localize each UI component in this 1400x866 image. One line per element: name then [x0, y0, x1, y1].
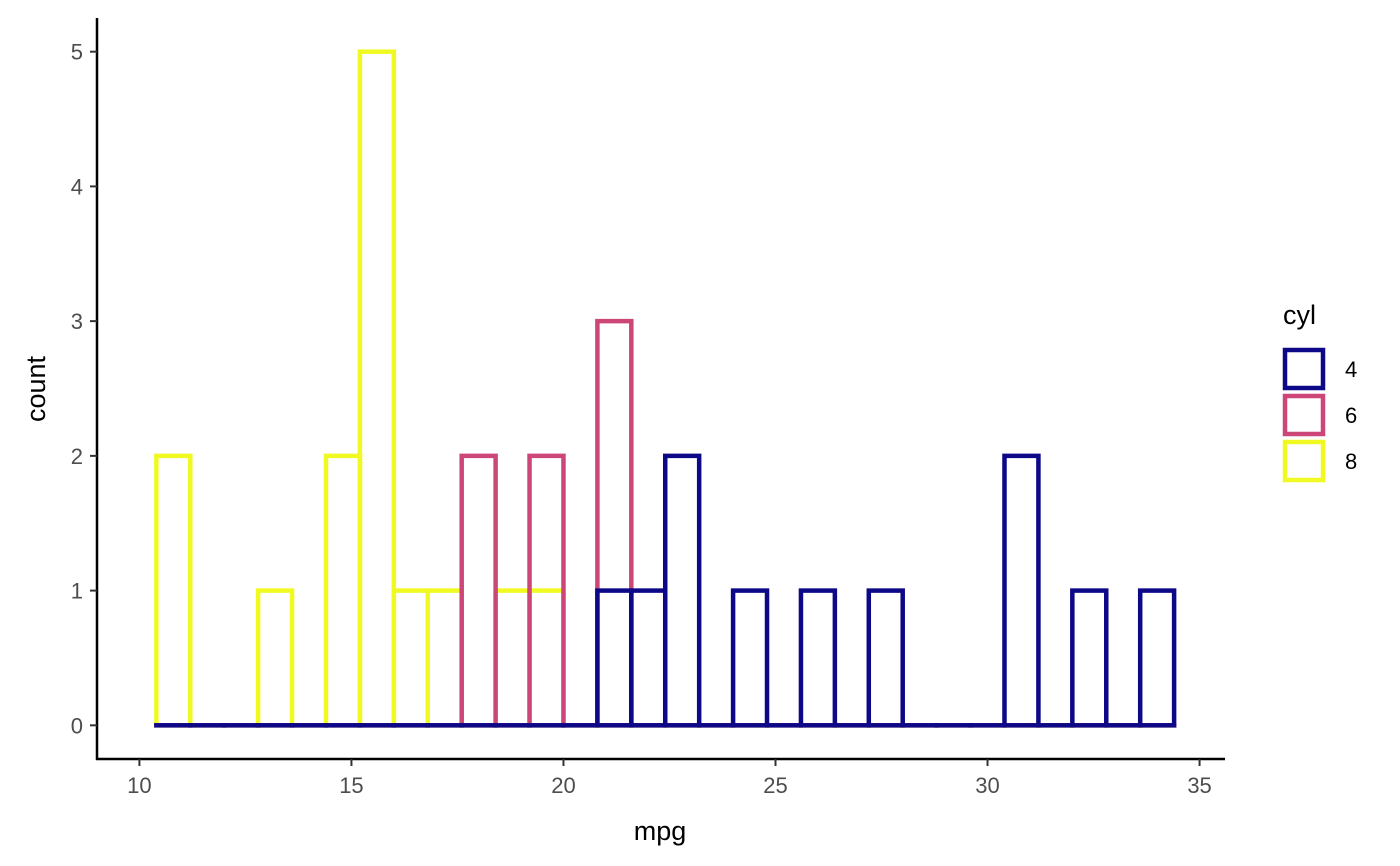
bar-cyl8-bin-5: [323, 453, 363, 728]
axes-layer: [95, 18, 1225, 761]
bars-layer: [154, 49, 1177, 728]
bar-cyl4-bin-25: [1002, 453, 1041, 728]
bar-cyl4-bin-27: [1070, 588, 1109, 728]
y-tick-label: 3: [71, 309, 83, 334]
bar-cyl8-bin-3: [255, 588, 295, 728]
bar-cyl4-bin-29: [1137, 588, 1177, 728]
x-tick-label: 30: [975, 773, 999, 798]
x-tick-label: 20: [551, 773, 575, 798]
legend-label-cyl8: 8: [1345, 449, 1357, 474]
legend-key-cyl8: [1282, 439, 1326, 483]
bar-cyl4-bin-17: [730, 588, 770, 728]
series-4-bars: [154, 453, 1177, 728]
x-tick-label: 35: [1187, 773, 1211, 798]
x-tick-label: 15: [339, 773, 363, 798]
legend-title: cyl: [1283, 300, 1316, 330]
legend-key-cyl4: [1282, 347, 1326, 391]
y-tick-label: 2: [71, 444, 83, 469]
bar-cyl8-bin-7: [391, 588, 431, 728]
bar-cyl4-bin-14: [629, 588, 668, 728]
bar-cyl4-bin-19: [798, 588, 838, 728]
x-axis-title: mpg: [634, 816, 687, 846]
bar-cyl8-bin-0: [154, 453, 193, 728]
x-tick-label: 10: [127, 773, 151, 798]
y-tick-label: 0: [71, 713, 83, 738]
bar-cyl8-bin-11: [527, 588, 566, 728]
bar-cyl4-bin-15: [662, 453, 702, 728]
legend-key-cyl6: [1282, 393, 1326, 437]
bar-cyl8-bin-10: [493, 588, 532, 728]
y-tick-label: 5: [71, 40, 83, 65]
bar-cyl6-bin-9: [459, 453, 498, 728]
bar-cyl8-bin-6: [357, 49, 397, 728]
legend-label-cyl4: 4: [1345, 357, 1357, 382]
bar-cyl8-bin-8: [425, 588, 464, 728]
y-tick-label: 4: [71, 174, 83, 199]
bar-cyl4-bin-13: [595, 588, 634, 728]
legend-label-cyl6: 6: [1345, 403, 1357, 428]
legend: cyl 4 6 8: [1282, 300, 1357, 483]
bar-cyl4-bin-21: [866, 588, 905, 728]
bar-cyl6-bin-13: [595, 318, 634, 728]
x-tick-label: 25: [763, 773, 787, 798]
y-axis-title: count: [21, 355, 51, 422]
y-tick-label: 1: [71, 579, 83, 604]
ticks-layer: 10 15 20 25 30 35 0 1 2 3 4 5: [71, 40, 1212, 798]
